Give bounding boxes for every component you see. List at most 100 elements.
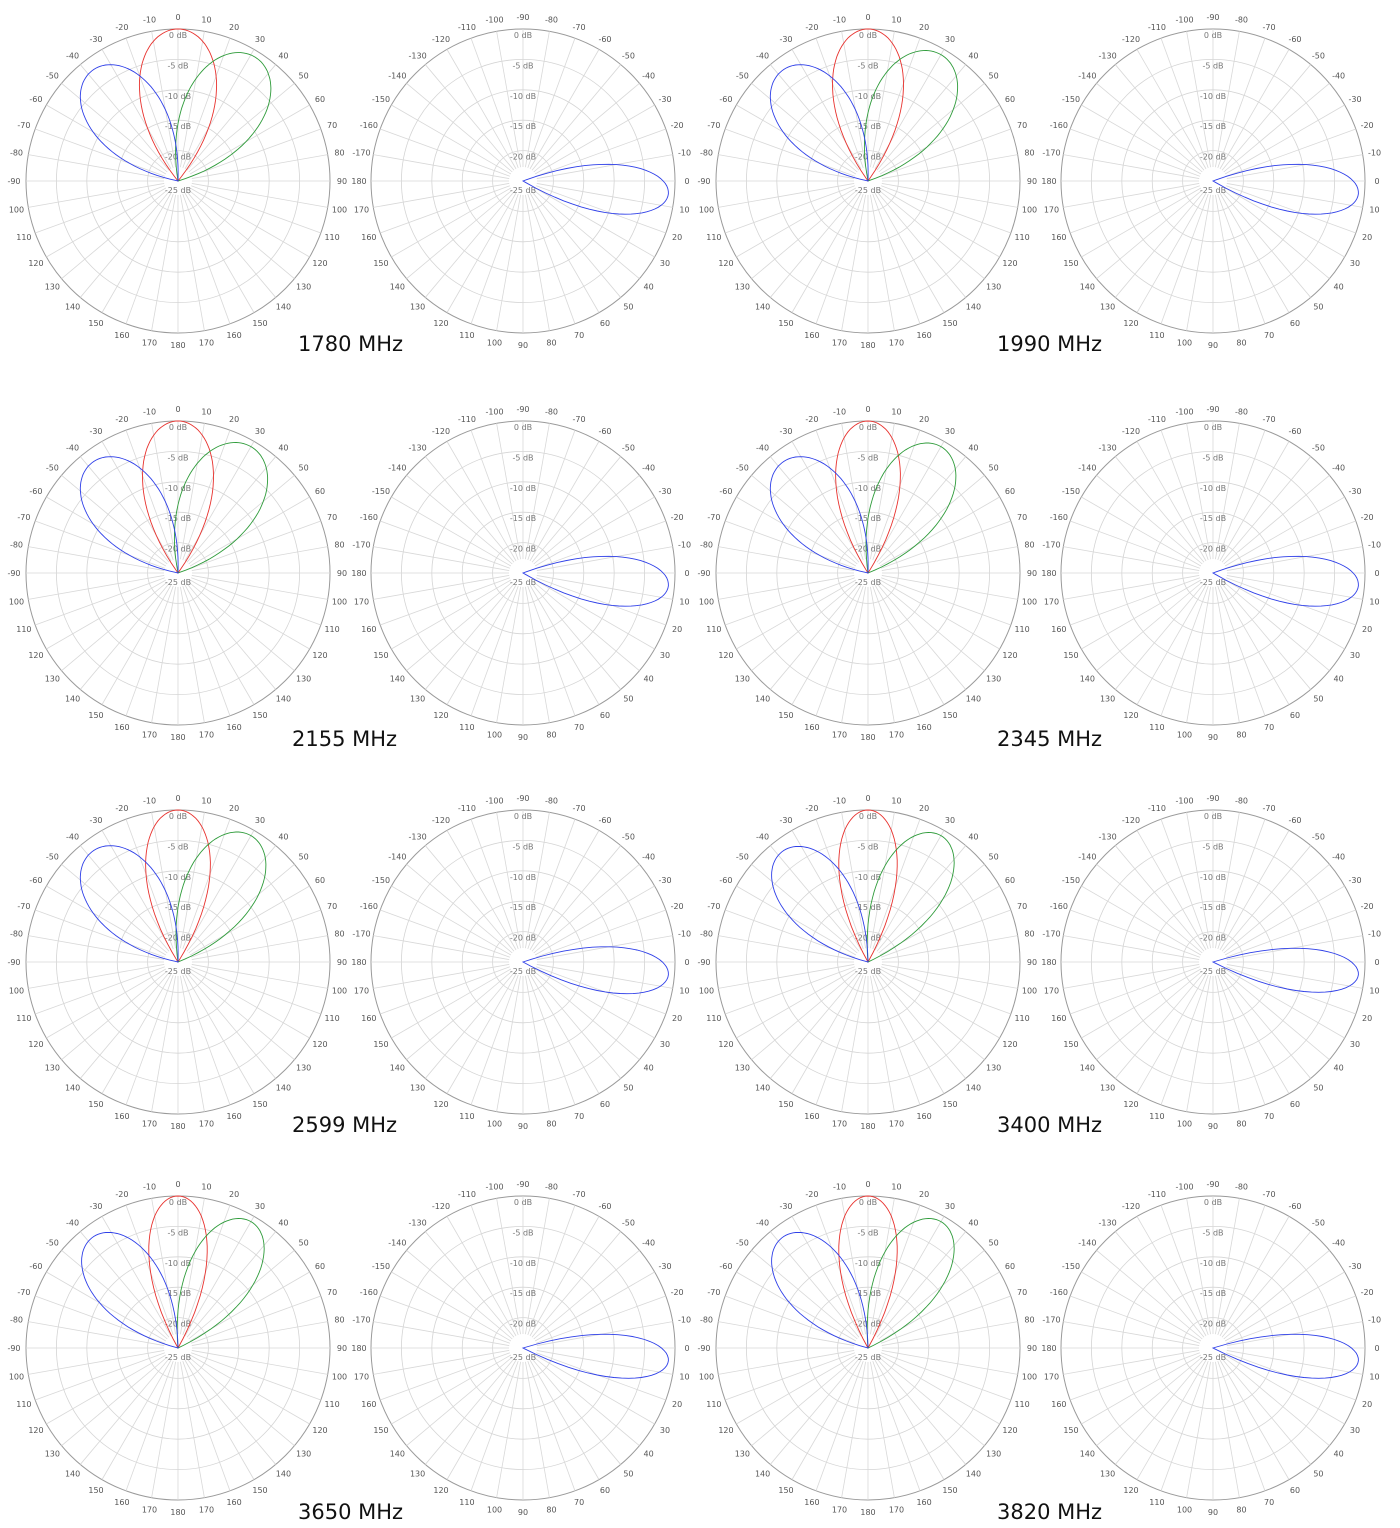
db-ring-label: -25 dB — [510, 1353, 536, 1362]
grid-spoke — [1226, 1350, 1363, 1375]
grid-spoke — [878, 1356, 985, 1447]
angle-tick-label: 180 — [860, 1122, 875, 1131]
db-ring-label: -5 dB — [857, 1228, 878, 1237]
db-ring-label: -10 dB — [855, 873, 881, 882]
angle-tick-label: 160 — [361, 233, 376, 242]
grid-spoke — [191, 964, 328, 989]
angle-tick-label: -160 — [1050, 902, 1068, 911]
angle-tick-label: -170 — [352, 1316, 370, 1325]
angle-tick-label: 150 — [942, 319, 957, 328]
angle-tick-label: 60 — [600, 1486, 610, 1495]
grid-spoke — [496, 975, 521, 1112]
grid-spoke — [533, 189, 640, 280]
angle-tick-label: 20 — [1362, 1400, 1372, 1409]
angle-tick-label: 170 — [889, 339, 904, 348]
grid-spoke — [1226, 546, 1363, 571]
grid-spoke — [189, 104, 310, 175]
angle-tick-label: 150 — [778, 1100, 793, 1109]
angle-tick-label: 70 — [1017, 121, 1027, 130]
angle-tick-label: 170 — [199, 1506, 214, 1515]
angle-tick-label: 150 — [88, 711, 103, 720]
polar-plot-svg: 0 10 20 30 40 50 60 70 80 90 100 110 120 130 140 150 160… — [7, 13, 347, 350]
grid-spoke — [101, 1359, 172, 1480]
angle-tick-label: 110 — [706, 1400, 721, 1409]
polar-grid — [1060, 420, 1366, 726]
angle-tick-label: 90 — [1208, 1122, 1218, 1131]
grid-spoke — [1224, 1354, 1345, 1425]
angle-tick-label: 130 — [45, 282, 60, 291]
angle-tick-label: -60 — [719, 487, 732, 496]
angle-tick-label: -30 — [658, 487, 671, 496]
grid-spoke — [424, 972, 515, 1079]
angle-tick-label: 170 — [354, 597, 369, 606]
grid-spoke — [1226, 520, 1356, 569]
angle-tick-label: 30 — [660, 1426, 670, 1435]
angle-tick-label: 160 — [804, 331, 819, 340]
grid-spoke — [182, 819, 231, 949]
angle-tick-label: 80 — [1024, 541, 1034, 550]
angle-tick-label: 0 — [175, 1180, 180, 1189]
angle-tick-label: 130 — [735, 1449, 750, 1458]
pattern-trace-green — [175, 831, 267, 963]
grid-spoke — [470, 430, 519, 560]
angle-tick-label: -160 — [360, 513, 378, 522]
angle-tick-label: -60 — [719, 1262, 732, 1271]
grid-spoke — [1224, 885, 1345, 956]
grid-spoke — [881, 183, 1018, 208]
angle-tick-label: 140 — [65, 1470, 80, 1479]
angle-tick-label: 0 — [1374, 569, 1379, 578]
grid-spoke — [1096, 474, 1203, 565]
angle-tick-label: -80 — [1235, 407, 1248, 416]
grid-spoke — [189, 496, 310, 567]
grid-spoke — [424, 583, 515, 690]
grid-spoke — [1223, 970, 1330, 1061]
grid-spoke — [769, 191, 860, 298]
angle-tick-label: 150 — [942, 711, 957, 720]
grid-spoke — [751, 189, 858, 280]
angle-tick-label: -70 — [707, 121, 720, 130]
angle-tick-label: -90 — [516, 13, 529, 22]
grid-spoke — [182, 1361, 231, 1491]
grid-spoke — [1221, 456, 1312, 563]
grid-spoke — [536, 577, 666, 626]
grid-spoke — [536, 964, 673, 989]
angle-tick-label: 120 — [1002, 259, 1017, 268]
angle-tick-label: -40 — [642, 1239, 655, 1248]
angle-tick-label: 90 — [1027, 1344, 1037, 1353]
angle-tick-label: 80 — [1024, 930, 1034, 939]
grid-spoke — [536, 520, 666, 569]
angle-tick-label: 10 — [1369, 1372, 1379, 1381]
angle-tick-label: 130 — [735, 674, 750, 683]
angle-tick-label: 30 — [1350, 1426, 1360, 1435]
grid-spoke — [46, 104, 167, 175]
angle-tick-label: -30 — [89, 427, 102, 436]
angle-tick-label: 60 — [600, 319, 610, 328]
angle-tick-label: -50 — [1312, 51, 1325, 60]
angle-tick-label: 10 — [891, 796, 901, 805]
grid-spoke — [380, 128, 510, 177]
grid-spoke — [151, 812, 176, 949]
angle-tick-label: 70 — [1264, 723, 1274, 732]
grid-spoke — [1070, 520, 1200, 569]
angle-tick-label: -80 — [10, 149, 23, 158]
polar-plot-plane-b: 0 10 20 30 40 50 60 70 80 90 100 110 120 130 140 150 160… — [1033, 782, 1393, 1142]
grid-spoke — [872, 975, 921, 1105]
grid-spoke — [380, 1295, 510, 1344]
grid-spoke — [872, 1361, 921, 1491]
grid-spoke — [61, 1356, 168, 1447]
grid-spoke — [769, 456, 860, 563]
polar-plot-svg: 0 10 20 30 40 50 60 70 80 90 100 110 120 130 140 150 160… — [1041, 1180, 1381, 1517]
grid-spoke — [534, 579, 655, 650]
angle-tick-label: 140 — [65, 695, 80, 704]
polar-plot-plane-b: 0 10 20 30 40 50 60 70 80 90 100 110 120 130 140 150 160… — [343, 1168, 703, 1528]
grid-spoke — [1114, 64, 1205, 171]
grid-spoke — [527, 819, 576, 949]
grid-spoke — [533, 863, 640, 954]
grid-spoke — [380, 1352, 510, 1401]
angle-tick-label: 100 — [332, 986, 347, 995]
db-ring-label: 0 dB — [169, 1198, 187, 1207]
grid-spoke — [534, 496, 655, 567]
angle-tick-label: 50 — [623, 1084, 633, 1093]
angle-tick-label: -70 — [707, 513, 720, 522]
db-ring-label: 0 dB — [169, 423, 187, 432]
